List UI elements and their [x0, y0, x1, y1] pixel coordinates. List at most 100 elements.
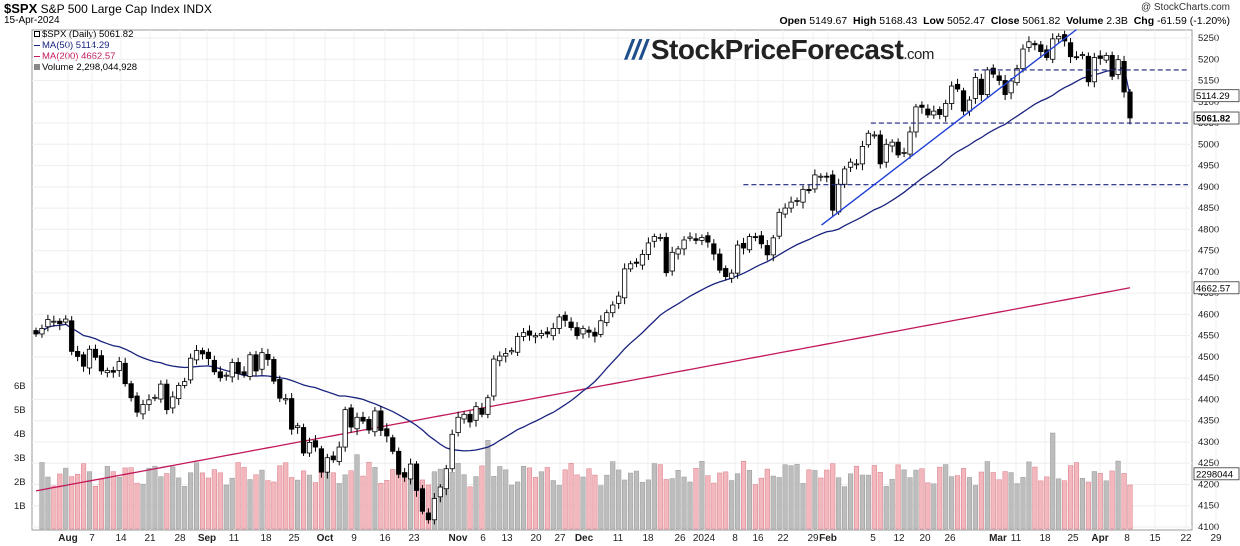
candle-body: [978, 78, 984, 95]
volume-bar: [259, 469, 265, 530]
candle-body: [1032, 43, 1038, 46]
candle-body: [1020, 48, 1026, 70]
candle-body: [705, 235, 711, 243]
x-tick-label: 11: [229, 533, 240, 544]
volume-bar: [467, 486, 473, 530]
candle-body: [1109, 55, 1115, 77]
candle-body: [122, 362, 128, 385]
volume-bar: [378, 483, 384, 530]
candle-body: [693, 238, 699, 241]
volume-bar: [931, 483, 937, 530]
volume-bar: [1103, 480, 1109, 530]
candle-body: [949, 85, 955, 104]
volume-bar: [63, 467, 69, 530]
candle-body: [1079, 54, 1086, 56]
volume-bar: [966, 477, 973, 530]
volume-bar: [842, 486, 848, 530]
candle-body: [193, 350, 200, 361]
volume-bar: [883, 486, 889, 530]
volume-bar: [271, 481, 277, 530]
volume-bar: [479, 465, 485, 530]
candle-body: [253, 354, 259, 372]
candle-body: [800, 188, 806, 203]
volume-bar: [384, 480, 390, 530]
y-tick-label: 4100: [1198, 522, 1219, 533]
volume-bar: [788, 465, 794, 530]
volume-bar: [889, 478, 895, 530]
candle-body: [943, 103, 949, 117]
y-tick-label: 4800: [1198, 224, 1219, 235]
x-tick-label: 22: [777, 533, 789, 544]
candle-body: [514, 336, 521, 353]
volume-bar: [1002, 471, 1008, 530]
candle-body: [104, 370, 110, 374]
volume-bar: [990, 472, 996, 530]
high-label: High: [853, 15, 877, 27]
candle-body: [812, 174, 818, 190]
volume-bar: [818, 477, 824, 530]
candle-body: [271, 359, 277, 382]
volume-bar: [473, 476, 479, 530]
volume-bar: [104, 466, 110, 530]
volume-bar: [497, 466, 503, 530]
volume-tick-label: 5B: [14, 405, 26, 416]
candle-body: [574, 327, 580, 337]
candle-body: [586, 329, 592, 333]
x-tick-label: 20: [530, 533, 542, 544]
volume-bar: [830, 463, 836, 530]
legend-volume: Volume 2,298,044,928: [34, 62, 137, 73]
candle-body: [449, 433, 455, 470]
x-tick-label: 21: [144, 533, 156, 544]
volume-bar: [372, 467, 378, 530]
volume-bar: [277, 465, 283, 530]
volume-bar: [598, 485, 604, 530]
candle-body: [437, 486, 443, 498]
candle-body: [960, 90, 967, 112]
x-tick-label: 18: [642, 533, 654, 544]
candle-body: [931, 110, 937, 116]
volume-bar: [312, 482, 318, 530]
volume-bar: [610, 461, 616, 530]
candle-body: [1121, 60, 1127, 93]
candle-body: [770, 237, 776, 256]
volume-label-box: [1193, 467, 1240, 481]
candle-body: [550, 328, 556, 337]
candle-body: [913, 106, 919, 133]
volume-bar: [592, 474, 598, 530]
y-tick-label: 4500: [1198, 352, 1219, 363]
ma50-line: [35, 67, 1131, 452]
volume-bar: [318, 470, 324, 530]
candle-body: [663, 237, 669, 274]
candle-body: [699, 237, 705, 241]
candle-body: [354, 416, 360, 430]
volume-bar: [1115, 460, 1121, 530]
candle-body: [348, 407, 354, 428]
x-tick-label: 26: [674, 533, 686, 544]
candle-body: [378, 410, 384, 431]
volume-bar: [877, 472, 883, 530]
volume-bar: [1079, 478, 1085, 530]
volume-bar: [907, 477, 913, 530]
volume-bar: [663, 479, 669, 530]
x-tick-label: 8: [1124, 533, 1130, 544]
high-value: 5168.43: [879, 15, 918, 27]
volume-bar: [116, 476, 122, 530]
candle-body: [711, 243, 717, 255]
x-tick-label: Mar: [989, 533, 1007, 544]
volume-bar: [645, 479, 651, 530]
candle-body: [402, 472, 408, 478]
x-tick-label: 12: [893, 533, 905, 544]
candle-body: [532, 335, 539, 338]
volume-bar: [764, 468, 770, 530]
volume-bar: [348, 470, 354, 530]
volume-bar: [1097, 473, 1103, 530]
volume-bar: [532, 477, 538, 530]
candle-body: [223, 374, 229, 377]
candle-body: [479, 407, 485, 415]
volume-bar: [681, 476, 687, 530]
candle-body: [413, 463, 420, 491]
candle-body: [651, 236, 657, 242]
volume-bar: [140, 483, 146, 530]
y-tick-label: 4600: [1198, 309, 1219, 320]
volume-bar: [622, 479, 628, 530]
